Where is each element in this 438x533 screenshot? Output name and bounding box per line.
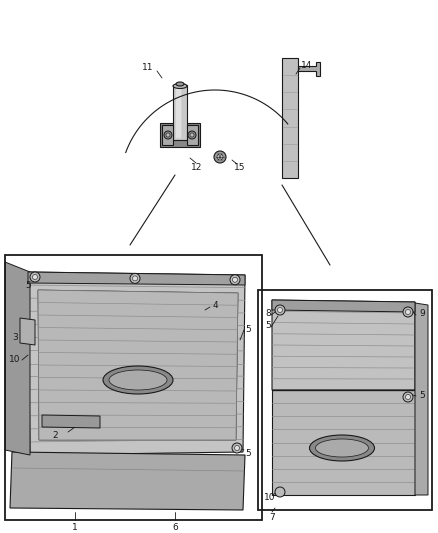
Polygon shape	[282, 58, 298, 178]
Circle shape	[403, 392, 413, 402]
Text: 5: 5	[245, 448, 251, 457]
Circle shape	[275, 487, 285, 497]
Ellipse shape	[315, 439, 368, 457]
Circle shape	[406, 394, 410, 400]
Circle shape	[232, 443, 242, 453]
Polygon shape	[162, 125, 173, 145]
Text: 8: 8	[265, 309, 271, 318]
Text: 11: 11	[142, 63, 154, 72]
Text: 4: 4	[212, 301, 218, 310]
Polygon shape	[42, 415, 100, 428]
Text: 2: 2	[52, 431, 58, 440]
Circle shape	[190, 133, 194, 137]
Text: 3: 3	[12, 334, 18, 343]
Circle shape	[217, 154, 223, 160]
Text: 5: 5	[25, 280, 31, 289]
Polygon shape	[10, 452, 245, 510]
Polygon shape	[272, 390, 415, 495]
Circle shape	[30, 272, 40, 282]
Text: 5: 5	[245, 326, 251, 335]
Circle shape	[406, 310, 410, 314]
Polygon shape	[187, 125, 198, 145]
Text: 9: 9	[419, 309, 425, 318]
Polygon shape	[415, 303, 428, 495]
Circle shape	[233, 277, 237, 282]
Circle shape	[234, 446, 240, 450]
Circle shape	[188, 131, 196, 139]
Ellipse shape	[173, 84, 187, 88]
Ellipse shape	[109, 370, 167, 390]
Circle shape	[164, 131, 172, 139]
Text: 10: 10	[9, 356, 21, 365]
Polygon shape	[160, 123, 200, 147]
Text: 5: 5	[419, 391, 425, 400]
Polygon shape	[272, 300, 415, 312]
Polygon shape	[28, 272, 245, 285]
Polygon shape	[38, 290, 238, 440]
Circle shape	[275, 305, 285, 315]
Text: 6: 6	[172, 522, 178, 531]
Text: 5: 5	[265, 321, 271, 330]
Circle shape	[32, 274, 38, 279]
Circle shape	[403, 307, 413, 317]
Circle shape	[278, 308, 283, 312]
Ellipse shape	[176, 82, 184, 86]
Text: 1: 1	[72, 522, 78, 531]
Polygon shape	[5, 262, 30, 455]
Circle shape	[130, 273, 140, 284]
Text: 10: 10	[264, 492, 276, 502]
Polygon shape	[298, 62, 320, 76]
Circle shape	[230, 275, 240, 285]
Circle shape	[166, 133, 170, 137]
Polygon shape	[175, 87, 181, 138]
Polygon shape	[272, 300, 415, 390]
Polygon shape	[173, 85, 187, 140]
Ellipse shape	[310, 435, 374, 461]
Ellipse shape	[103, 366, 173, 394]
Circle shape	[133, 276, 138, 281]
Bar	[258, 290, 432, 510]
Polygon shape	[28, 272, 245, 455]
Text: 12: 12	[191, 164, 203, 173]
Circle shape	[214, 151, 226, 163]
Polygon shape	[20, 318, 35, 345]
Text: 14: 14	[301, 61, 313, 69]
Polygon shape	[38, 290, 238, 440]
Bar	[5, 255, 262, 520]
Text: 15: 15	[234, 164, 246, 173]
Text: 7: 7	[269, 513, 275, 521]
